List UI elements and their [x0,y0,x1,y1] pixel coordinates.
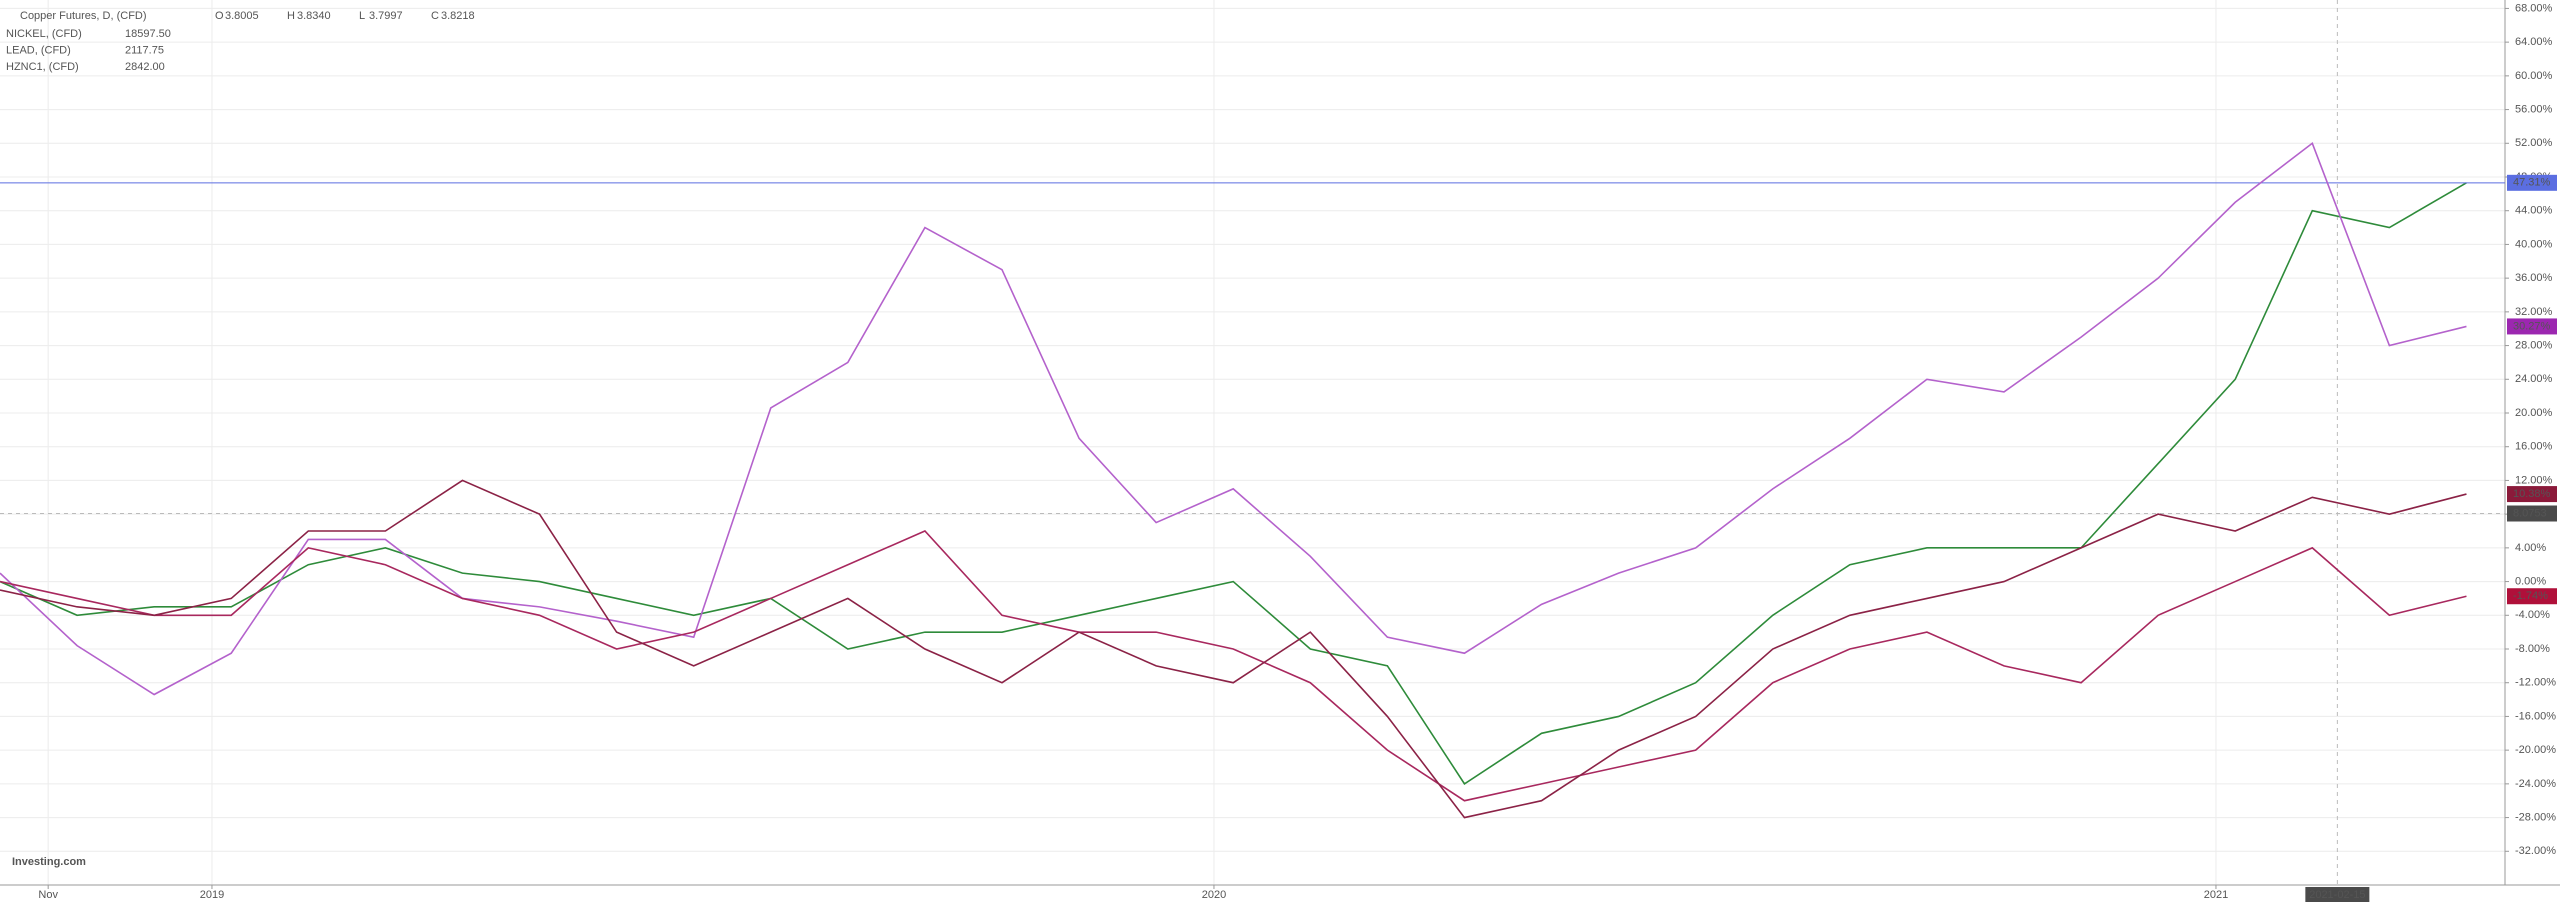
y-tick-label: -24.00% [2515,778,2556,790]
last-value-label: 47.31% [2513,177,2551,189]
y-tick-label: -12.00% [2515,677,2556,689]
y-tick-label: 20.00% [2515,407,2553,419]
crosshair-y-label: 8.0753 [2513,507,2547,519]
crosshair-x-box [2305,887,2370,902]
y-tick-label: 16.00% [2515,441,2553,453]
x-tick-label: Nov [38,889,58,901]
brand: Investing.com [12,856,86,868]
last-value-box [2507,174,2557,191]
y-tick-label: 60.00% [2515,70,2553,82]
crosshair-y-box [2507,505,2557,522]
ohlc-key: L [359,10,365,22]
x-tick-label: 2019 [200,889,224,901]
y-tick-label: 44.00% [2515,205,2553,217]
ohlc-key: O [215,10,224,22]
y-tick-label: 52.00% [2515,137,2553,149]
crosshair-x-label: 2021-02-15 [2309,889,2365,901]
y-tick-label: -8.00% [2515,643,2550,655]
y-tick-label: 4.00% [2515,542,2546,554]
ohlc-value: 3.8340 [297,10,331,22]
series-line [0,141,2467,696]
x-tick-label: 2021 [2204,889,2228,901]
last-value-box [2507,486,2557,503]
y-tick-label: 56.00% [2515,103,2553,115]
legend-name: LEAD, (CFD) [6,44,71,56]
legend-name: HZNC1, (CFD) [6,61,79,73]
y-tick-label: 36.00% [2515,272,2553,284]
series-line [0,182,2467,785]
series-line [0,479,2467,819]
y-tick-label: 12.00% [2515,474,2553,486]
y-tick-label: 40.00% [2515,238,2553,250]
y-tick-label: 0.00% [2515,575,2546,587]
last-value-label: 10.38% [2513,488,2551,500]
y-tick-label: 64.00% [2515,36,2553,48]
y-tick-label: -28.00% [2515,811,2556,823]
ohlc-key: C [431,10,439,22]
series-line [0,530,2467,802]
y-tick-label: 68.00% [2515,2,2553,14]
last-value-label: -1.74% [2513,590,2548,602]
ohlc-value: 3.7997 [369,10,403,22]
ohlc-value: 3.8218 [441,10,475,22]
y-tick-label: -20.00% [2515,744,2556,756]
y-tick-label: 28.00% [2515,339,2553,351]
y-tick-label: 32.00% [2515,306,2553,318]
y-tick-label: 24.00% [2515,373,2553,385]
chart-title: Copper Futures, D, (CFD) [20,10,147,22]
y-tick-label: -32.00% [2515,845,2556,857]
legend-value: 2117.75 [125,44,164,56]
last-value-label: 30.27% [2513,320,2551,332]
ohlc-key: H [287,10,295,22]
legend-name: NICKEL, (CFD) [6,28,82,40]
legend-value: 18597.50 [125,28,171,40]
y-tick-label: -16.00% [2515,710,2556,722]
last-value-box [2507,318,2557,335]
last-value-box [2507,588,2557,605]
x-tick-label: 2020 [1202,889,1226,901]
y-tick-label: -4.00% [2515,609,2550,621]
ohlc-value: 3.8005 [225,10,259,22]
legend-value: 2842.00 [125,61,165,73]
